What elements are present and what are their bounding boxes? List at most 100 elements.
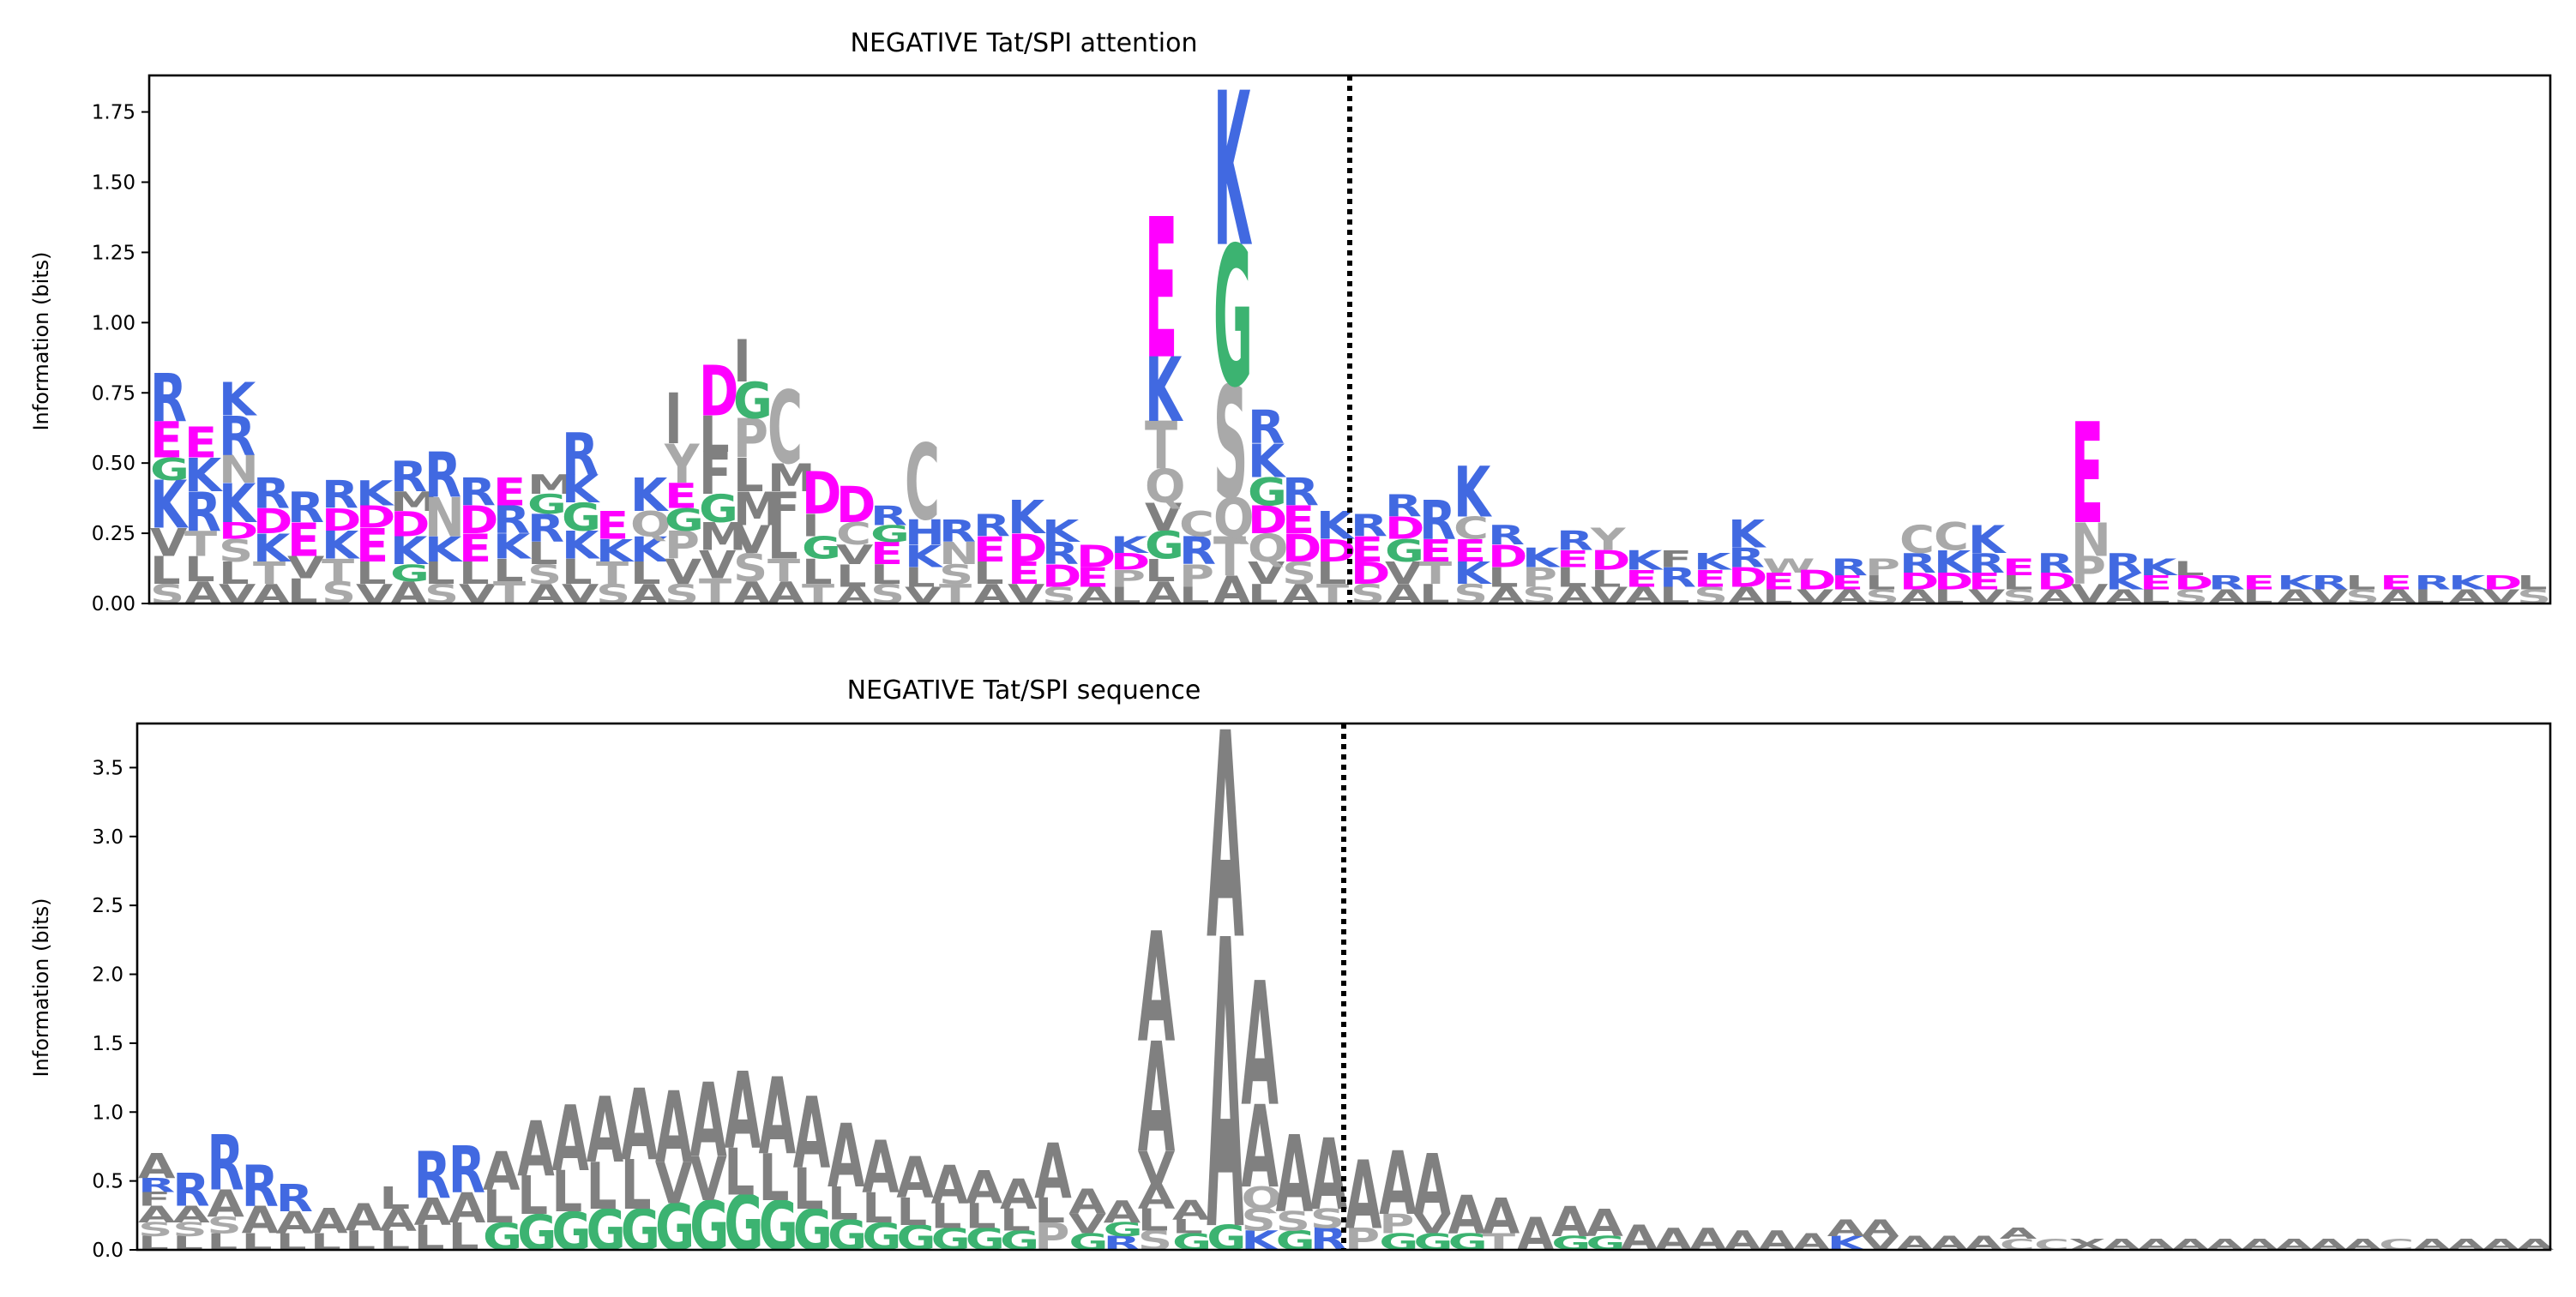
logo-letter: P: [665, 523, 700, 567]
logo-letter: C: [1179, 505, 1214, 544]
logo-letter: G: [828, 1212, 867, 1260]
logo-letter: E: [459, 525, 491, 570]
logo-letter: E: [870, 536, 903, 572]
y-axis-ticks: 0.00 0.25 0.50 0.75 1.00 1.25 1.50 1.75: [92, 102, 149, 615]
logo-letter: Y: [1590, 522, 1627, 558]
logo-letter: C: [1454, 511, 1489, 547]
logo-letter: S: [150, 579, 184, 610]
logo-letter: T: [1145, 408, 1177, 484]
logo-letter: L: [931, 1197, 962, 1236]
logo-letter: A: [414, 1190, 451, 1234]
logo-letter: R: [939, 513, 976, 549]
logo-letter: A: [1899, 585, 1936, 608]
logo-letter: K: [253, 525, 292, 570]
logo-letter: A: [1758, 1225, 1795, 1256]
logo-letter: G: [1379, 1229, 1418, 1256]
panel-title: NEGATIVE Tat/SPI sequence: [847, 676, 1201, 706]
logo-letter: T: [596, 555, 629, 591]
logo-letter: A: [184, 575, 222, 611]
logo-letter: R: [870, 500, 907, 531]
logo-letter: A: [172, 1202, 210, 1228]
logo-letter: A: [836, 582, 873, 609]
logo-letter: A: [390, 575, 428, 611]
logo-letter: L: [2517, 572, 2548, 594]
logo-letter: K: [1454, 555, 1492, 591]
logo-letter: S: [1241, 1203, 1275, 1238]
logo-letter: I: [665, 381, 683, 460]
logo-letter: M: [527, 469, 575, 501]
logo-letter: E: [1625, 566, 1658, 592]
logo-letter: R: [253, 470, 290, 519]
logo-letter: A: [276, 1205, 314, 1240]
logo-letter: A: [1728, 582, 1765, 609]
logo-letter: R: [242, 1154, 279, 1219]
logo-letter: A: [1000, 1170, 1038, 1218]
logo-letter: G: [699, 486, 738, 531]
logo-letter: Q: [1213, 487, 1255, 549]
logo-letter: L: [379, 1180, 410, 1216]
logo-letter: G: [1207, 1219, 1246, 1258]
logo-letter: A: [828, 1107, 864, 1207]
y-tick-label: 0.5: [92, 1171, 123, 1193]
logo-letter: R: [2311, 572, 2348, 594]
logo-letter: V: [356, 579, 393, 610]
logo-letter: L: [733, 448, 764, 502]
logo-letter: M: [767, 455, 816, 500]
logo-letter: E: [1968, 568, 2001, 595]
logo-letter: G: [759, 1187, 798, 1266]
y-tick-label: 1.50: [92, 172, 135, 195]
logo-letter: K: [1934, 544, 1972, 580]
logo-letter: V: [1008, 579, 1044, 610]
logo-letter: G: [724, 1180, 763, 1269]
logo-letter: A: [1138, 1178, 1176, 1217]
logo-letter: R: [493, 497, 530, 542]
logo-letter: A: [1145, 575, 1183, 611]
logo-letter: L: [1138, 1203, 1169, 1238]
logo-letter: W: [1762, 555, 1815, 577]
plot-frame: [147, 74, 2552, 605]
logo-letter: L: [1034, 1192, 1065, 1231]
logo-letter: A: [966, 1161, 1002, 1214]
logo-letter: A: [1930, 1233, 1967, 1255]
y-tick-label: 1.75: [92, 102, 135, 124]
logo-letter: E: [665, 477, 697, 516]
y-axis-label: Information (bits): [29, 898, 53, 1077]
logo-letter: L: [448, 1215, 479, 1258]
logo-letter: G: [527, 489, 567, 520]
logo-letter: R: [219, 405, 256, 468]
logo-letter: D: [219, 518, 258, 544]
logo-letter: L: [1179, 582, 1210, 609]
logo-letter: A: [517, 1106, 554, 1194]
logo-letter: G: [1586, 1233, 1625, 1255]
logo-letter: L: [587, 1150, 617, 1224]
logo-letter: M: [733, 482, 781, 536]
logo-letter: D: [253, 502, 292, 542]
logo-letter: R: [276, 1176, 313, 1220]
logo-letter: A: [1068, 1183, 1106, 1222]
logo-letter: V: [1138, 1141, 1175, 1194]
logo-letter: G: [1000, 1225, 1039, 1256]
logo-letter: L: [172, 1233, 203, 1255]
logo-letter: E: [1419, 533, 1452, 569]
logo-letter: S: [138, 1219, 172, 1241]
logo-letter: L: [630, 555, 661, 591]
logo-letter: T: [1483, 1229, 1515, 1256]
logo-letter: S: [172, 1219, 207, 1241]
attention-logo-panel: NEGATIVE Tat/SPI attention Information (…: [29, 28, 2552, 615]
logo-letter: V: [1862, 1233, 1899, 1255]
logo-letter: E: [1762, 568, 1795, 595]
logo-letter: R: [1831, 555, 1868, 581]
logo-letter: G: [517, 1205, 557, 1263]
logo-letter: R: [1899, 548, 1936, 579]
logo-letter: C: [905, 423, 940, 544]
logo-letter: D: [2174, 572, 2213, 594]
logo-letter: A: [1213, 567, 1250, 612]
logo-letter: A: [1556, 582, 1593, 609]
logo-letter: V: [150, 520, 187, 565]
logo-letter: R: [1282, 470, 1319, 514]
logo-letter: S: [1865, 585, 1899, 608]
logo-letter: L: [2140, 585, 2170, 608]
logo-letter: N: [939, 536, 979, 572]
logo-letter: L: [1145, 553, 1176, 589]
logo-letter: Q: [1241, 1180, 1282, 1216]
